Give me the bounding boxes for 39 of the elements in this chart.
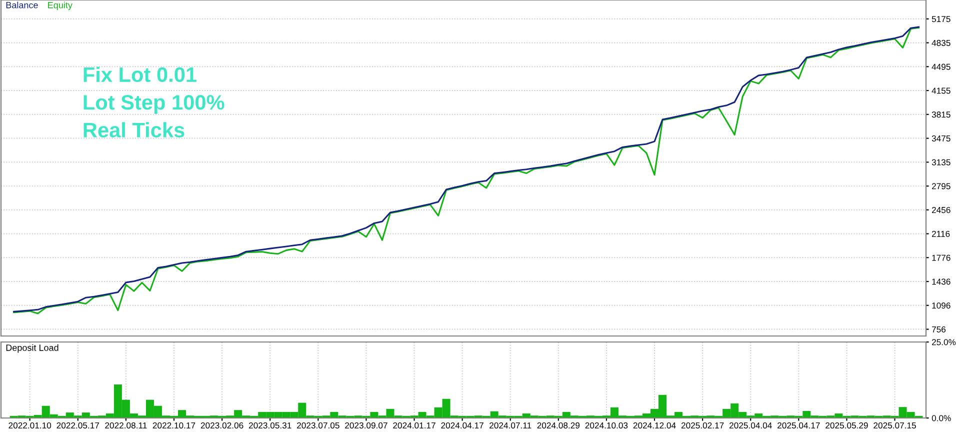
x-tick-label: 2025.04.04 bbox=[729, 422, 772, 428]
x-tick-label: 2024.08.29 bbox=[537, 422, 580, 428]
annotation: Fix Lot 0.01 Lot Step 100% Real Ticks bbox=[84, 66, 224, 138]
y-tick-label: 3135 bbox=[932, 159, 950, 166]
y-tick-label: 25.0% bbox=[932, 339, 956, 346]
y-tick-label: 756 bbox=[932, 326, 946, 332]
x-tick-label: 2025.07.15 bbox=[874, 422, 916, 428]
x-tick-label: 2022.05.17 bbox=[56, 422, 99, 428]
y-tick-label: 0.0% bbox=[932, 415, 951, 422]
y-tick-label: 4155 bbox=[932, 88, 950, 94]
x-tick-label: 2024.10.03 bbox=[585, 422, 628, 428]
x-tick-label: 2025.05.29 bbox=[826, 422, 868, 428]
y-tick-label: 2456 bbox=[932, 206, 950, 214]
y-tick-label: 3815 bbox=[932, 112, 950, 118]
x-tick-label: 2023.09.07 bbox=[345, 422, 388, 428]
x-tick-label: 2024.07.11 bbox=[490, 422, 532, 428]
y-tick-label: 5175 bbox=[932, 16, 950, 22]
x-tick-label: 2025.04.17 bbox=[778, 422, 820, 428]
y-tick-label: 2795 bbox=[932, 183, 950, 190]
y-tick-label: 1776 bbox=[932, 254, 950, 261]
y-tick-label: 1096 bbox=[932, 302, 950, 309]
y-tick-label: 4835 bbox=[932, 40, 950, 46]
y-tick-label: 1436 bbox=[932, 278, 950, 285]
y-tick-label: 4495 bbox=[932, 64, 950, 70]
x-tick-label: 2023.05.31 bbox=[248, 422, 292, 428]
text: Balance bbox=[6, 2, 38, 8]
x-tick-label: 2022.08.11 bbox=[105, 422, 147, 428]
x-tick-label: 2024.12.04 bbox=[633, 422, 676, 428]
x-tick-label: 2022.10.17 bbox=[152, 422, 196, 428]
x-tick-label: 2023.02.06 bbox=[200, 422, 244, 428]
y-tick-label: 3475 bbox=[932, 135, 950, 142]
text: Equity bbox=[48, 2, 72, 10]
x-tick-label: 2025.02.17 bbox=[681, 422, 724, 428]
x-tick-label: 2024.01.17 bbox=[393, 422, 436, 428]
y-tick-label: 2116 bbox=[932, 230, 950, 237]
x-tick-label: 2024.04.17 bbox=[441, 422, 484, 428]
chart-title: Deposit Load bbox=[6, 344, 58, 353]
x-tick-label: 2023.07.05 bbox=[297, 422, 340, 428]
x-tick-label: 2022.01.10 bbox=[8, 422, 52, 428]
